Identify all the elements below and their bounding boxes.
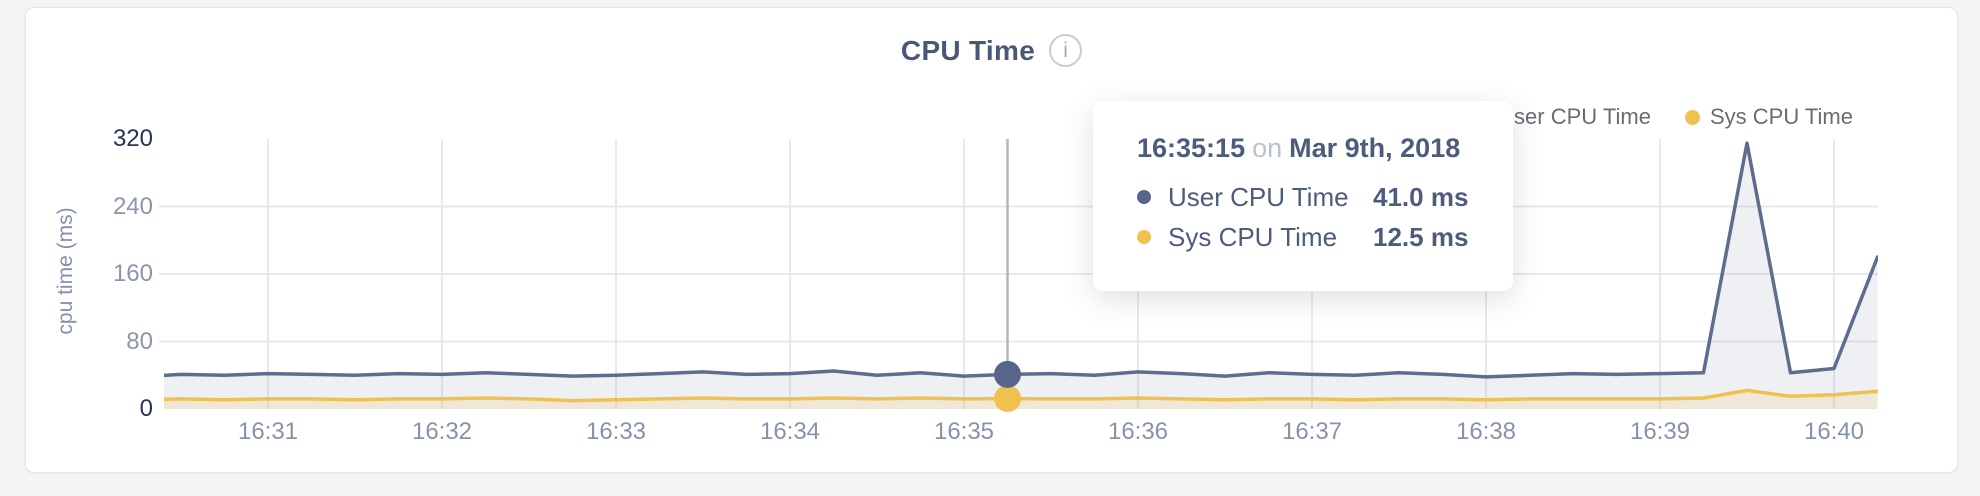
grid [159,139,1878,409]
cpu-time-chart[interactable] [26,8,1959,474]
tooltip-time: 16:35:15 [1137,133,1246,163]
y-tick-label: 320 [112,125,153,152]
x-tick-label: 16:39 [1629,418,1691,445]
tooltip-header: 16:35:15 on Mar 9th, 2018 [1137,133,1485,164]
y-tick-label: 240 [112,192,153,220]
tooltip-dot-user-icon [1137,190,1151,204]
tooltip-label-user: User CPU Time [1168,181,1349,212]
x-tick-label: 16:35 [933,418,995,445]
x-tick-label: 16:37 [1281,418,1343,445]
y-tick-label: 160 [112,260,153,287]
y-tick-label: 80 [126,327,153,355]
y-tick-label: 0 [139,395,153,422]
tooltip-connector: on [1252,133,1283,163]
x-tick-label: 16:36 [1107,418,1169,445]
x-tick-label: 16:32 [411,418,473,445]
tooltip-row-sys: Sys CPU Time 12.5 ms [1137,217,1485,257]
tooltip-row-user: User CPU Time 41.0 ms [1137,177,1485,217]
x-tick-label: 16:38 [1455,418,1517,445]
chart-tooltip: 16:35:15 on Mar 9th, 2018 User CPU Time 41… [1093,101,1513,291]
hover-dot-user [994,360,1021,388]
info-icon[interactable]: i [1049,34,1083,67]
chart-title: CPU Time [900,34,1036,66]
tooltip-value-user: 41.0 ms [1373,181,1469,212]
legend-label-sys: Sys CPU Time [1709,104,1853,129]
tooltip-label-sys: Sys CPU Time [1168,221,1338,252]
legend-label-user: User CPU Time [1498,104,1651,129]
hover-dot-sys [994,385,1021,412]
legend-item-sys-cpu-time[interactable]: Sys CPU Time [1684,104,1853,130]
tooltip-dot-sys-icon [1137,230,1151,244]
legend-dot-sys-icon [1684,109,1700,125]
x-tick-label: 16:31 [237,418,299,445]
tooltip-value-sys: 12.5 ms [1373,221,1469,252]
chart-legend: User CPU Time Sys CPU Time [1473,104,1853,130]
chart-header: CPU Time i [26,34,1957,67]
tooltip-date: Mar 9th, 2018 [1289,133,1461,163]
x-tick-label: 16:34 [759,418,821,445]
cpu-time-card: CPU Time i User CPU Time Sys CPU Time cp… [25,7,1958,473]
x-tick-label: 16:40 [1803,418,1865,445]
x-tick-label: 16:33 [585,418,647,445]
